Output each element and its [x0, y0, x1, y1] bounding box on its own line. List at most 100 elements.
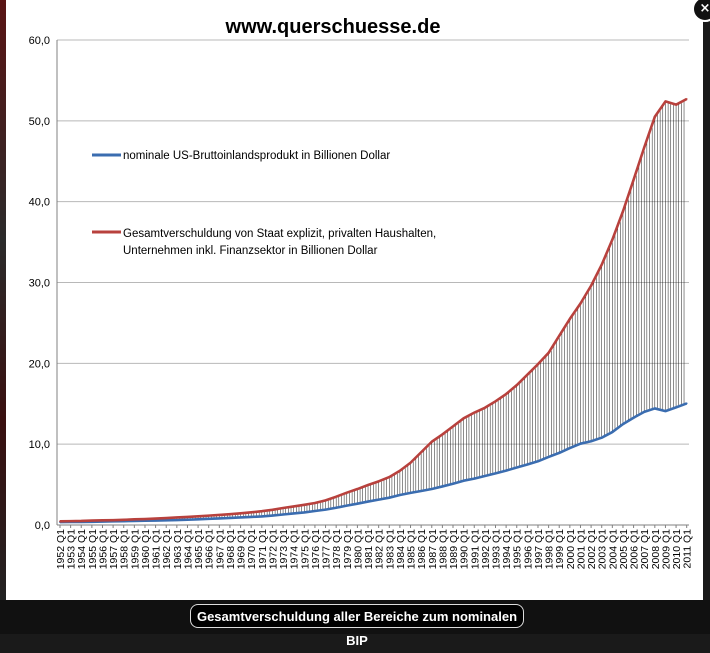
x-tick-label: 1965 Q1	[193, 529, 205, 569]
x-tick-label: 1979 Q1	[342, 529, 354, 569]
data-point	[409, 461, 412, 464]
data-point	[335, 506, 338, 509]
data-point	[197, 518, 199, 521]
y-tick-label: 40,0	[29, 197, 50, 209]
x-tick-label: 1975 Q1	[299, 529, 311, 569]
y-tick-label: 0,0	[35, 520, 50, 532]
y-tick-label: 50,0	[29, 116, 50, 128]
data-point	[250, 511, 253, 514]
legend-label-gdp: nominale US-Bruttoinlandsprodukt in Bill…	[123, 150, 390, 162]
x-tick-label: 1974 Q1	[289, 529, 301, 569]
x-tick-label: 1997 Q1	[533, 529, 545, 569]
data-point	[314, 502, 316, 504]
data-point	[133, 518, 136, 521]
caption-label: Gesamtverschuldung aller Bereiche zum no…	[190, 604, 524, 648]
data-point	[409, 492, 412, 494]
data-point	[112, 519, 115, 522]
x-tick-label: 2005 Q1	[618, 529, 630, 569]
x-tick-label: 1971 Q1	[257, 529, 269, 569]
data-point	[377, 498, 380, 501]
x-tick-label: 1982 Q1	[374, 529, 386, 569]
data-point	[664, 410, 667, 413]
x-tick-label: 2007 Q1	[639, 529, 651, 569]
x-tick-label: 1958 Q1	[119, 529, 131, 569]
data-point	[653, 407, 656, 410]
legend-label-debt: Gesamtverschuldung von Staat explizit, p…	[123, 228, 436, 257]
data-point	[611, 238, 614, 241]
data-point	[632, 178, 635, 181]
data-point	[430, 488, 433, 490]
data-point	[515, 466, 518, 469]
x-tick-label: 1964 Q1	[182, 529, 194, 569]
x-tick-label: 1991 Q1	[469, 529, 481, 569]
data-point	[526, 463, 529, 466]
chart-title: www.querschuesse.de	[225, 16, 441, 38]
x-tick-label: 1953 Q1	[66, 529, 78, 569]
data-point	[558, 334, 561, 337]
x-tick-label: 1999 Q1	[554, 529, 566, 569]
data-point	[675, 406, 677, 409]
data-point	[547, 351, 550, 354]
x-tick-label: 2002 Q1	[586, 529, 598, 569]
data-point	[335, 495, 338, 498]
data-point	[622, 210, 624, 213]
x-tick-label: 1987 Q1	[427, 529, 439, 569]
x-tick-label: 1963 Q1	[172, 529, 184, 569]
data-point	[643, 411, 646, 413]
x-tick-label: 1967 Q1	[214, 529, 226, 569]
data-point	[685, 98, 688, 100]
data-point	[239, 516, 242, 519]
data-point	[271, 508, 274, 511]
data-point	[101, 519, 104, 522]
data-point	[590, 284, 592, 287]
y-tick-label: 20,0	[29, 358, 50, 370]
data-point	[462, 417, 465, 420]
x-tick-label: 1995 Q1	[512, 529, 524, 569]
data-point	[218, 517, 221, 520]
data-point	[356, 488, 359, 490]
gridlines	[57, 39, 689, 526]
data-point	[303, 503, 306, 506]
data-point	[547, 456, 550, 458]
x-tick-label: 1981 Q1	[363, 529, 375, 569]
data-point	[452, 482, 454, 485]
x-tick-label: 1966 Q1	[204, 529, 216, 569]
data-point	[600, 436, 603, 439]
data-point	[568, 447, 571, 449]
data-point	[218, 514, 221, 516]
data-point	[356, 502, 359, 505]
data-point	[69, 520, 72, 523]
data-point	[197, 515, 199, 518]
x-tick-label: 2004 Q1	[607, 529, 619, 569]
x-tick-label: 2006 Q1	[629, 529, 641, 569]
data-point	[494, 400, 497, 403]
x-tick-label: 1954 Q1	[76, 529, 88, 569]
x-tick-label: 1973 Q1	[278, 529, 290, 569]
x-tick-label: 1957 Q1	[108, 529, 120, 569]
close-button[interactable]: ×	[692, 0, 710, 22]
data-point	[271, 514, 274, 517]
data-point	[494, 472, 497, 475]
data-point	[611, 431, 614, 433]
x-tick-label: 1985 Q1	[406, 529, 418, 569]
x-tick-label: 1956 Q1	[97, 529, 109, 569]
data-point	[622, 423, 624, 426]
data-point	[175, 516, 178, 519]
x-tick-label: 2009 Q1	[660, 529, 672, 569]
data-point	[154, 517, 157, 520]
data-point	[154, 519, 157, 522]
data-point	[80, 520, 83, 522]
series-lines	[59, 97, 688, 524]
data-point	[483, 475, 486, 477]
x-tick-label: 1959 Q1	[129, 529, 141, 569]
y-tick-label: 10,0	[29, 439, 50, 451]
debt-series-line	[59, 97, 688, 523]
data-point	[685, 402, 688, 405]
data-point	[324, 499, 327, 502]
data-point	[632, 416, 635, 419]
data-point	[229, 517, 231, 519]
background-edge	[0, 0, 10, 600]
y-tick-label: 60,0	[29, 35, 50, 47]
data-point	[260, 510, 263, 513]
